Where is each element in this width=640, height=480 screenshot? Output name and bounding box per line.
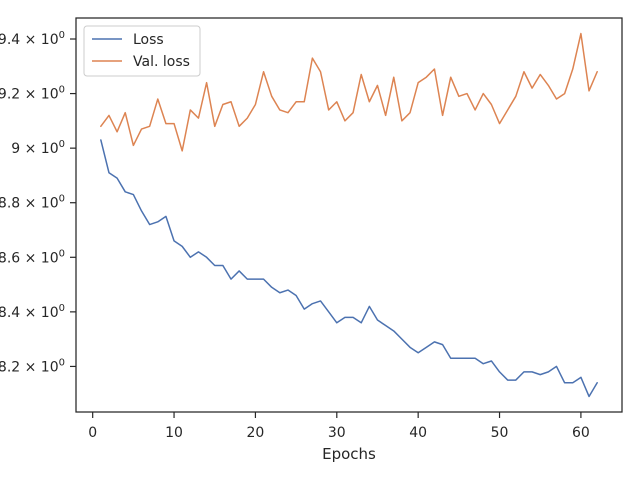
x-axis: 0 10 20 30 40 50 60	[88, 412, 590, 441]
legend: Loss Val. loss	[83, 25, 201, 77]
x-tick-label-0: 0	[88, 425, 97, 441]
x-tick-label-5: 50	[491, 425, 509, 441]
y-tick-label-6: 9.4 × 100	[0, 30, 65, 48]
y-tick-label-3: 8.8 × 100	[0, 194, 65, 212]
y-tick-label-1: 8.4 × 100	[0, 303, 65, 321]
plot-frame	[75, 17, 623, 413]
x-tick-label-2: 20	[247, 425, 265, 441]
series-line-1	[100, 32, 598, 152]
y-axis: 8.2 × 100 8.4 × 100 8.6 × 100 8.8 × 100 9 × …	[0, 30, 76, 375]
y-tick-label-0: 8.2 × 100	[0, 357, 65, 375]
x-axis-label: Epochs	[322, 445, 376, 463]
y-tick-label-2: 8.6 × 100	[0, 248, 65, 266]
plot-marks	[100, 32, 598, 398]
x-tick-label-6: 60	[572, 425, 590, 441]
y-tick-label-5: 9.2 × 100	[0, 85, 65, 103]
y-tick-label-4: 9 × 100	[11, 139, 65, 157]
x-tick-label-4: 40	[409, 425, 427, 441]
x-tick-label-1: 10	[165, 425, 183, 441]
series-line-0	[100, 139, 598, 398]
legend-label-0: Loss	[133, 32, 164, 48]
x-tick-label-3: 30	[328, 425, 346, 441]
legend-label-1: Val. loss	[133, 54, 190, 70]
